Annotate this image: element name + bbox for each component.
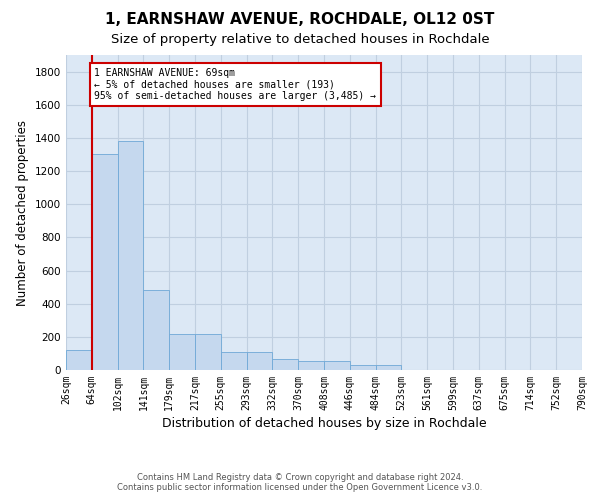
- Text: 1, EARNSHAW AVENUE, ROCHDALE, OL12 0ST: 1, EARNSHAW AVENUE, ROCHDALE, OL12 0ST: [106, 12, 494, 28]
- Y-axis label: Number of detached properties: Number of detached properties: [16, 120, 29, 306]
- Text: Size of property relative to detached houses in Rochdale: Size of property relative to detached ho…: [110, 32, 490, 46]
- Bar: [143, 290, 169, 370]
- Text: 1 EARNSHAW AVENUE: 69sqm
← 5% of detached houses are smaller (193)
95% of semi-d: 1 EARNSHAW AVENUE: 69sqm ← 5% of detache…: [94, 68, 376, 102]
- Bar: [195, 334, 221, 370]
- Bar: [376, 365, 401, 370]
- Bar: [118, 141, 143, 370]
- Bar: [324, 361, 350, 370]
- Bar: [169, 334, 195, 370]
- Bar: [298, 361, 324, 370]
- Bar: [66, 350, 92, 370]
- Text: Contains HM Land Registry data © Crown copyright and database right 2024.
Contai: Contains HM Land Registry data © Crown c…: [118, 473, 482, 492]
- Bar: [272, 359, 298, 370]
- X-axis label: Distribution of detached houses by size in Rochdale: Distribution of detached houses by size …: [161, 417, 487, 430]
- Bar: [350, 365, 376, 370]
- Bar: [221, 352, 247, 370]
- Bar: [247, 352, 272, 370]
- Bar: [92, 154, 118, 370]
